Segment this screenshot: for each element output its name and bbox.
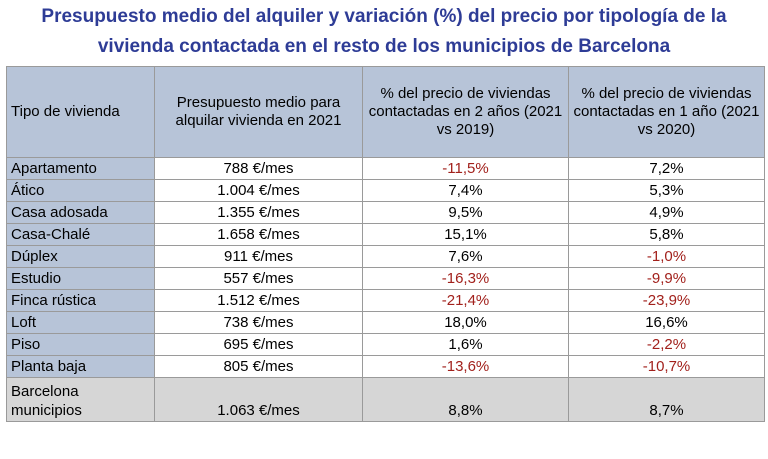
cell-var-1-ano: 4,9% xyxy=(568,201,765,224)
title-line-1: Presupuesto medio del alquiler y variaci… xyxy=(41,6,727,27)
table-row: Piso 695 €/mes 1,6% -2,2% xyxy=(6,333,765,356)
cell-tipo: Planta baja xyxy=(6,355,155,378)
cell-tipo: Casa-Chalé xyxy=(6,223,155,246)
cell-var-1-ano: 16,6% xyxy=(568,311,765,334)
table-row: Casa-Chalé 1.658 €/mes 15,1% 5,8% xyxy=(6,223,765,246)
cell-var-1-ano: -23,9% xyxy=(568,289,765,312)
total-tipo-line-1: Barcelona xyxy=(11,383,79,400)
title-line-2: vivienda contactada en el resto de los m… xyxy=(97,36,671,57)
total-tipo: Barcelona municipios xyxy=(6,377,155,422)
cell-var-2-anos: 7,4% xyxy=(362,179,569,202)
cell-presupuesto: 1.658 €/mes xyxy=(154,223,363,246)
total-tipo-line-2: municipios xyxy=(11,402,82,419)
cell-tipo: Casa adosada xyxy=(6,201,155,224)
table-row: Apartamento 788 €/mes -11,5% 7,2% xyxy=(6,157,765,180)
cell-var-2-anos: -16,3% xyxy=(362,267,569,290)
cell-presupuesto: 557 €/mes xyxy=(154,267,363,290)
cell-tipo: Ático xyxy=(6,179,155,202)
header-tipo: Tipo de vivienda xyxy=(6,66,155,158)
header-var-1-ano: % del precio de viviendas contactadas en… xyxy=(568,66,765,158)
cell-var-2-anos: 15,1% xyxy=(362,223,569,246)
cell-var-1-ano: 7,2% xyxy=(568,157,765,180)
cell-presupuesto: 1.004 €/mes xyxy=(154,179,363,202)
cell-tipo: Loft xyxy=(6,311,155,334)
table-row: Planta baja 805 €/mes -13,6% -10,7% xyxy=(6,355,765,378)
cell-var-1-ano: -9,9% xyxy=(568,267,765,290)
cell-var-2-anos: 9,5% xyxy=(362,201,569,224)
cell-var-2-anos: 7,6% xyxy=(362,245,569,268)
cell-var-1-ano: 5,8% xyxy=(568,223,765,246)
rent-budget-table: Tipo de vivienda Presupuesto medio para … xyxy=(6,66,765,422)
cell-presupuesto: 788 €/mes xyxy=(154,157,363,180)
total-presupuesto: 1.063 €/mes xyxy=(154,377,363,422)
table-body: Apartamento 788 €/mes -11,5% 7,2% Ático 1.004… xyxy=(6,157,765,422)
table-row: Estudio 557 €/mes -16,3% -9,9% xyxy=(6,267,765,290)
total-var-1-ano: 8,7% xyxy=(568,377,765,422)
table-row-total: Barcelona municipios 1.063 €/mes 8,8% 8,… xyxy=(6,377,765,422)
cell-tipo: Apartamento xyxy=(6,157,155,180)
cell-presupuesto: 1.512 €/mes xyxy=(154,289,363,312)
cell-tipo: Estudio xyxy=(6,267,155,290)
table-header-row: Tipo de vivienda Presupuesto medio para … xyxy=(6,66,765,158)
table-row: Loft 738 €/mes 18,0% 16,6% xyxy=(6,311,765,334)
page-title: Presupuesto medio del alquiler y variaci… xyxy=(0,2,768,62)
table-row: Ático 1.004 €/mes 7,4% 5,3% xyxy=(6,179,765,202)
table-row: Casa adosada 1.355 €/mes 9,5% 4,9% xyxy=(6,201,765,224)
cell-var-2-anos: -11,5% xyxy=(362,157,569,180)
cell-var-2-anos: -13,6% xyxy=(362,355,569,378)
cell-var-1-ano: -2,2% xyxy=(568,333,765,356)
cell-presupuesto: 805 €/mes xyxy=(154,355,363,378)
cell-var-2-anos: -21,4% xyxy=(362,289,569,312)
cell-tipo: Piso xyxy=(6,333,155,356)
cell-tipo: Finca rústica xyxy=(6,289,155,312)
cell-var-1-ano: -10,7% xyxy=(568,355,765,378)
header-presupuesto: Presupuesto medio para alquilar vivienda… xyxy=(154,66,363,158)
cell-var-2-anos: 18,0% xyxy=(362,311,569,334)
cell-presupuesto: 1.355 €/mes xyxy=(154,201,363,224)
cell-presupuesto: 911 €/mes xyxy=(154,245,363,268)
table-row: Finca rústica 1.512 €/mes -21,4% -23,9% xyxy=(6,289,765,312)
table-row: Dúplex 911 €/mes 7,6% -1,0% xyxy=(6,245,765,268)
cell-var-1-ano: -1,0% xyxy=(568,245,765,268)
cell-var-2-anos: 1,6% xyxy=(362,333,569,356)
cell-tipo: Dúplex xyxy=(6,245,155,268)
cell-var-1-ano: 5,3% xyxy=(568,179,765,202)
cell-presupuesto: 695 €/mes xyxy=(154,333,363,356)
cell-presupuesto: 738 €/mes xyxy=(154,311,363,334)
total-var-2-anos: 8,8% xyxy=(362,377,569,422)
header-var-2-anos: % del precio de viviendas contactadas en… xyxy=(362,66,569,158)
